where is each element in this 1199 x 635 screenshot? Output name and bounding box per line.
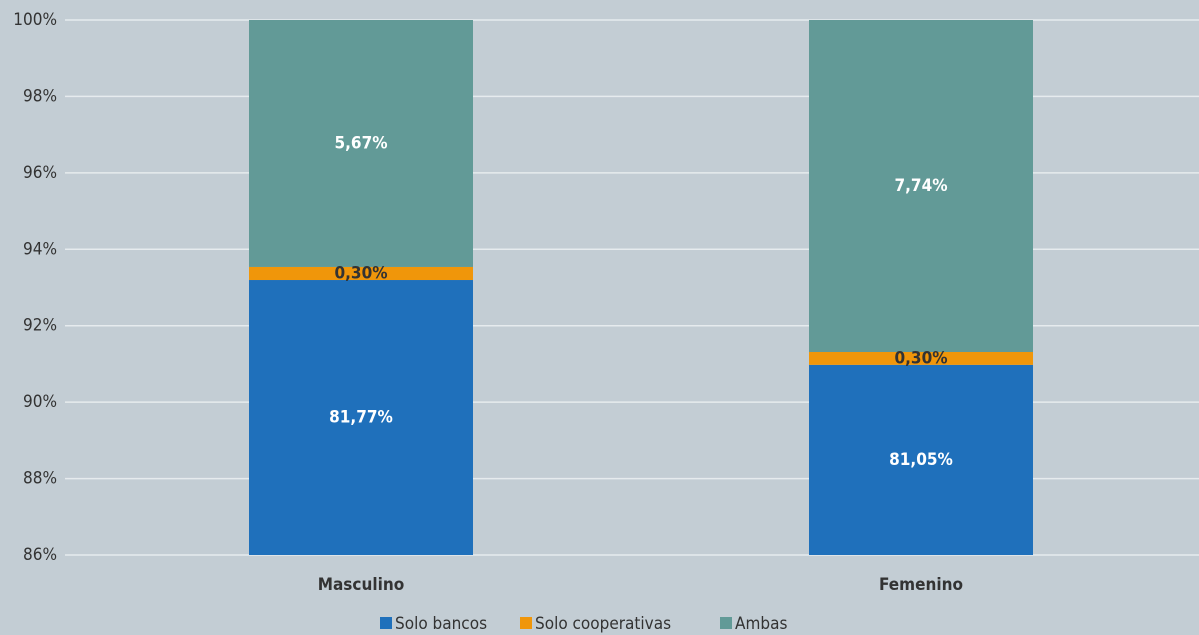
- legend-label: Ambas: [735, 614, 787, 634]
- y-tick-label: 96%: [23, 163, 57, 183]
- bar-segment: [249, 280, 473, 555]
- x-tick-label: Masculino: [318, 575, 404, 595]
- y-tick-label: 94%: [23, 239, 57, 259]
- y-tick-label: 100%: [13, 10, 57, 30]
- legend-label: Solo bancos: [395, 614, 487, 634]
- bar-segment: [809, 351, 1033, 365]
- bar-segment: [249, 20, 473, 267]
- y-tick-label: 98%: [23, 86, 57, 106]
- legend-swatch: [380, 617, 392, 629]
- data-label: 5,67%: [334, 133, 387, 153]
- data-label: 81,05%: [889, 450, 953, 470]
- legend-swatch: [520, 617, 532, 629]
- bar-segment: [809, 364, 1033, 555]
- bar-segment: [249, 266, 473, 281]
- legend-swatch: [720, 617, 732, 629]
- legend-label: Solo cooperativas: [535, 614, 671, 634]
- data-label: 0,30%: [334, 263, 387, 283]
- y-tick-label: 88%: [23, 469, 57, 489]
- data-label: 7,74%: [894, 176, 947, 196]
- y-tick-label: 90%: [23, 392, 57, 412]
- y-tick-label: 92%: [23, 316, 57, 336]
- bar-segment: [809, 20, 1033, 352]
- y-tick-label: 86%: [23, 545, 57, 565]
- data-label: 81,77%: [329, 408, 393, 428]
- data-label: 0,30%: [894, 348, 947, 368]
- x-tick-label: Femenino: [879, 575, 963, 595]
